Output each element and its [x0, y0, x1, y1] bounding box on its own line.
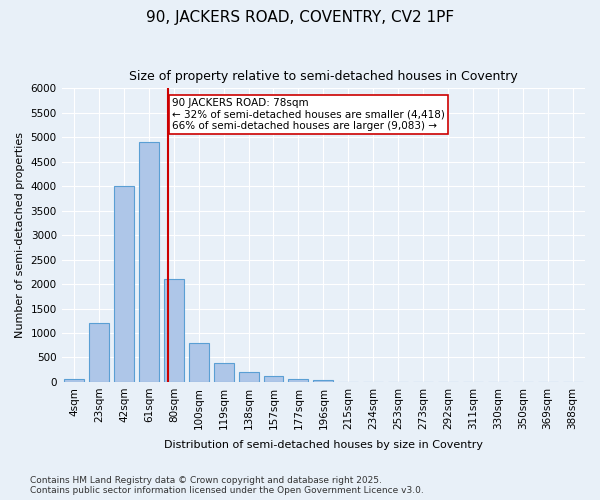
Bar [189, 343, 209, 382]
Bar [64, 380, 84, 382]
Bar [114, 186, 134, 382]
Bar [239, 372, 259, 382]
Y-axis label: Number of semi-detached properties: Number of semi-detached properties [15, 132, 25, 338]
X-axis label: Distribution of semi-detached houses by size in Coventry: Distribution of semi-detached houses by … [164, 440, 483, 450]
Text: 90 JACKERS ROAD: 78sqm
← 32% of semi-detached houses are smaller (4,418)
66% of : 90 JACKERS ROAD: 78sqm ← 32% of semi-det… [172, 98, 445, 132]
Title: Size of property relative to semi-detached houses in Coventry: Size of property relative to semi-detach… [129, 70, 518, 83]
Bar [164, 279, 184, 382]
Text: Contains HM Land Registry data © Crown copyright and database right 2025.
Contai: Contains HM Land Registry data © Crown c… [30, 476, 424, 495]
Bar [313, 380, 334, 382]
Bar [139, 142, 159, 382]
Bar [289, 380, 308, 382]
Bar [263, 376, 283, 382]
Text: 90, JACKERS ROAD, COVENTRY, CV2 1PF: 90, JACKERS ROAD, COVENTRY, CV2 1PF [146, 10, 454, 25]
Bar [89, 323, 109, 382]
Bar [214, 364, 233, 382]
